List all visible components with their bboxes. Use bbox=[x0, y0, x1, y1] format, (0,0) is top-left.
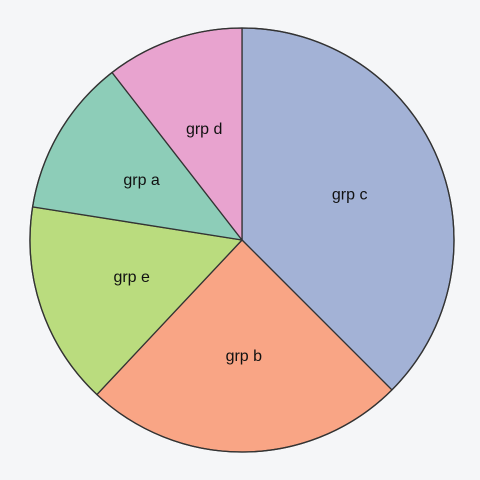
pie-label-grp-b: grp b bbox=[226, 348, 263, 365]
pie-label-grp-d: grp d bbox=[186, 121, 222, 138]
pie-slices bbox=[29, 27, 455, 453]
pie-outline bbox=[29, 27, 455, 453]
pie-labels: grp c grp b grp e grp a grp d bbox=[113, 121, 367, 365]
pie-label-grp-a: grp a bbox=[123, 172, 160, 189]
pie-label-grp-c: grp c bbox=[332, 187, 368, 204]
pie-label-grp-e: grp e bbox=[113, 269, 150, 286]
